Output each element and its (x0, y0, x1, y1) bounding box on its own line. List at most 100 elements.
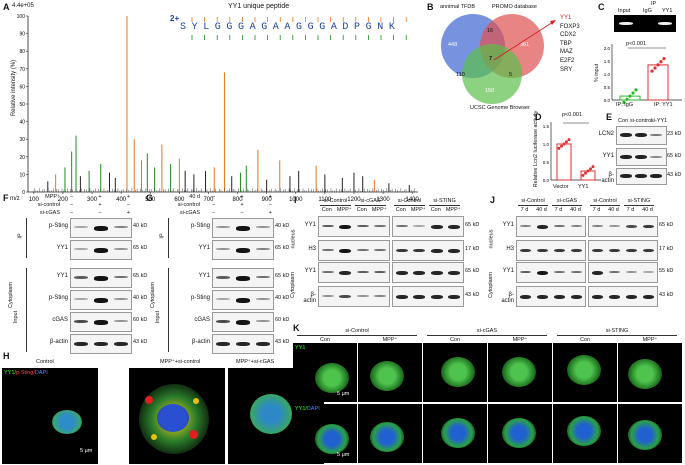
sign: + (268, 194, 272, 200)
kd-label: 65 kD (133, 245, 148, 251)
input-bracket (26, 268, 27, 352)
k-group-underline (297, 335, 417, 336)
blot-strip (318, 240, 390, 261)
blot-band (339, 270, 352, 275)
blot-band (256, 248, 270, 250)
blot-band (236, 342, 250, 347)
merge-signal (441, 418, 475, 448)
h-image-control: YY1/p-Sting/DAPI 5 μm (2, 368, 98, 464)
stain-dapi: DAPI (306, 406, 320, 412)
lane-label: 40 d (536, 207, 547, 213)
d-dot (586, 169, 590, 173)
venn-label-promo: PROMO database (492, 4, 537, 10)
blot-band (635, 155, 647, 159)
cytoplasm-label: Cytoplasm (487, 272, 494, 298)
blot-band (430, 224, 443, 229)
kd-label: 65 kD (659, 222, 674, 228)
blot-row-label: YY1 (198, 273, 210, 279)
venn-label-tfdb: annimal TFDB (440, 4, 476, 10)
d-y-tick-label: 0.0 (543, 178, 550, 183)
e-row-label: YY1 (602, 153, 614, 159)
blot-strip (70, 218, 132, 238)
yy1-signal (567, 355, 601, 385)
blot-strip (212, 290, 274, 310)
nucleus-label: nucleus (290, 229, 297, 249)
lane-label: 40 d (608, 207, 619, 213)
ip-label: IP (159, 233, 166, 239)
sign: + (98, 194, 102, 200)
blot-strip (588, 286, 658, 307)
sign: + (240, 194, 244, 200)
blot-band (321, 294, 334, 297)
k-group-header: si-STING (605, 328, 629, 334)
g-sign-row: − − + (212, 210, 272, 216)
a-x-tick-label: 1000 (289, 197, 303, 203)
blot-row-label: YY1 (56, 273, 68, 279)
a-x-tick-label: 400 (116, 197, 127, 203)
blot-band (74, 248, 88, 250)
nucleus-label: nucleus (488, 229, 495, 249)
venn-n-only2: 361 (520, 42, 530, 48)
blot-band (321, 224, 334, 228)
group-header: si-Control (323, 198, 348, 204)
blot-band (608, 294, 621, 299)
lane-label: 40 d (570, 207, 581, 213)
c-y-tick-label: 1.5 (604, 59, 611, 64)
blot-band (519, 270, 532, 274)
e-kd: 23 kD (667, 131, 682, 137)
blot-band (395, 270, 408, 275)
k-col-label: MPP⁺ (512, 337, 528, 343)
blot-band (430, 270, 443, 275)
lane-label: 7 d (592, 207, 601, 213)
k-col-label: Con (319, 337, 331, 343)
blot-band (570, 270, 583, 273)
k-col-label: Con (449, 337, 461, 343)
panel-g-label: G (146, 193, 154, 203)
blot-band (642, 248, 655, 253)
a-x-ticks: 100 200 300 400 500 600 700 800 900 1000 1100 1200 1… (29, 192, 420, 203)
k-stain-label: YY1/DAPI (295, 406, 320, 412)
blot-strip (70, 240, 132, 260)
kd-label: 60 kD (133, 317, 148, 323)
blot-row-label: β-actin (501, 292, 514, 304)
gene-item: SRY (560, 66, 573, 73)
blot-band (94, 226, 108, 231)
sign: + (98, 202, 102, 208)
gene-item: MAZ (560, 49, 573, 56)
sign: + (126, 194, 130, 200)
blot-band (74, 298, 88, 300)
e-lane: si-YY1 (651, 118, 668, 124)
gene-item: CDX2 (560, 32, 577, 39)
blot-band (256, 298, 270, 300)
e-lane: si-control (630, 118, 653, 124)
cytoplasm-label: Cytoplasm (7, 282, 14, 308)
c-lane-input: Input (618, 8, 631, 14)
yy1-signal (502, 357, 536, 387)
kd-label: 43 kD (275, 339, 290, 345)
blot-row-label: YY1 (56, 245, 68, 251)
a-x-tick-label: 600 (174, 197, 185, 203)
kd-label: 65 kD (275, 273, 290, 279)
lane-label: 7 d (626, 207, 635, 213)
blot-band (591, 294, 604, 299)
blot-band (448, 224, 461, 229)
k-group-header: si-Control (345, 328, 369, 334)
yy1-signal (441, 357, 475, 387)
group-underline (624, 205, 654, 206)
blot-row-label: cGAS (52, 317, 68, 323)
blot-strip (588, 216, 658, 237)
panel-h-label: H (3, 351, 10, 361)
g-sign-row: − + + (212, 194, 272, 200)
f-sign-row: − + + (70, 194, 130, 200)
venn-n-12: 16 (487, 28, 494, 34)
c-dot (659, 60, 663, 64)
kd-label: 65 kD (465, 222, 480, 228)
c-dot (650, 69, 654, 73)
blot-band (650, 174, 662, 178)
blot-band (94, 276, 108, 281)
blot-band (625, 294, 638, 299)
blot-band (94, 298, 108, 303)
yy1-signal (315, 363, 349, 393)
h-title: MPP⁺+si-control (160, 359, 201, 365)
sign: − (70, 194, 74, 200)
